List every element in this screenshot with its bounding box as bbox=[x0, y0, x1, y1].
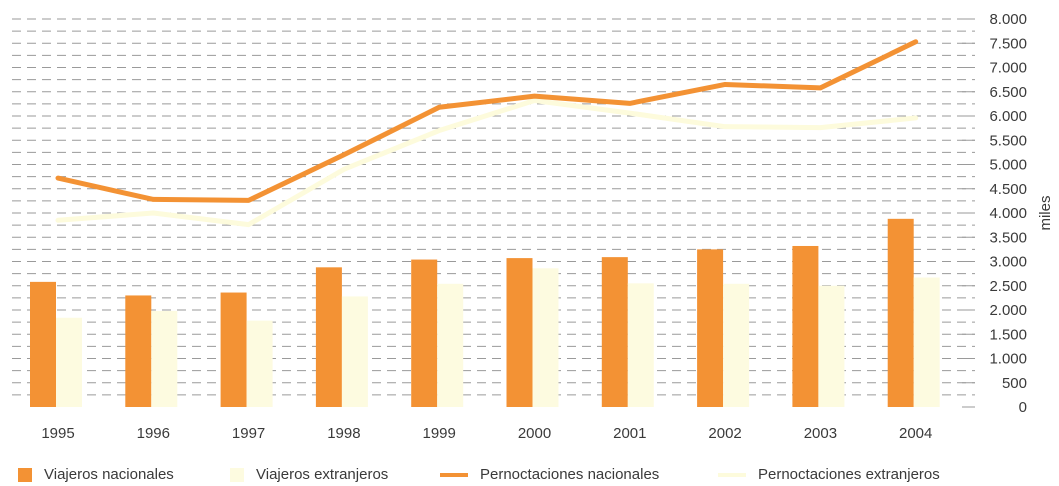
legend-swatch-pernoctaciones-nacionales bbox=[440, 472, 468, 477]
x-tick-label: 1998 bbox=[327, 425, 360, 442]
y-tick-label: 1.500 bbox=[989, 326, 1027, 343]
y-tick-label: 4.000 bbox=[989, 205, 1027, 222]
y-tick-label: 5.000 bbox=[989, 157, 1027, 174]
y-tick-label: 1.000 bbox=[989, 351, 1027, 368]
bar bbox=[246, 320, 273, 407]
legend-item-viajeros-extranjeros: Viajeros extranjeros bbox=[230, 466, 388, 483]
y-tick-label: 2.000 bbox=[989, 302, 1027, 319]
y-tick-label: 8.000 bbox=[989, 11, 1027, 28]
bar bbox=[30, 281, 56, 407]
bar bbox=[56, 317, 82, 407]
bar bbox=[887, 218, 914, 407]
bar bbox=[341, 296, 368, 407]
x-tick-label: 1997 bbox=[232, 425, 265, 442]
bar bbox=[437, 283, 464, 407]
series-line bbox=[55, 39, 919, 203]
bar bbox=[151, 310, 178, 407]
legend-label-viajeros-nacionales: Viajeros nacionales bbox=[44, 466, 174, 483]
x-tick-label: 1999 bbox=[423, 425, 456, 442]
bar bbox=[723, 283, 750, 407]
bar bbox=[913, 277, 940, 407]
bar bbox=[125, 295, 152, 407]
y-tick-label: 6.000 bbox=[989, 108, 1027, 125]
x-tick-label: 2003 bbox=[804, 425, 837, 442]
bar bbox=[315, 267, 342, 407]
series-line bbox=[55, 97, 919, 228]
legend-item-viajeros-nacionales: Viajeros nacionales bbox=[18, 466, 174, 483]
y-tick-label: 500 bbox=[1002, 375, 1027, 392]
y-tick-label: 2.500 bbox=[989, 278, 1027, 295]
legend-swatch-viajeros-nacionales bbox=[18, 467, 32, 482]
legend: Viajeros nacionales Viajeros extranjeros… bbox=[0, 466, 1059, 486]
bar bbox=[697, 249, 724, 407]
legend-label-pernoctaciones-extranjeros: Pernoctaciones extranjeros bbox=[758, 466, 940, 483]
x-tick-label: 2001 bbox=[613, 425, 646, 442]
y-tick-label: 0 bbox=[1019, 399, 1027, 416]
bar bbox=[411, 259, 438, 407]
chart-canvas: 1995 1996 1997 1998 1999 2000 2001 2002 2003 2004… bbox=[12, 11, 1054, 442]
legend-swatch-pernoctaciones-extranjeros bbox=[718, 472, 746, 477]
legend-item-pernoctaciones-nacionales: Pernoctaciones nacionales bbox=[440, 466, 659, 483]
x-tick-label: 1996 bbox=[137, 425, 170, 442]
bar bbox=[818, 285, 845, 407]
x-tick-label: 1995 bbox=[41, 425, 74, 442]
bar bbox=[532, 268, 559, 407]
y-axis-label: miles bbox=[1037, 195, 1054, 230]
bar bbox=[506, 258, 533, 407]
x-tick-label: 2000 bbox=[518, 425, 551, 442]
legend-item-pernoctaciones-extranjeros: Pernoctaciones extranjeros bbox=[718, 466, 940, 483]
y-tick-label: 3.500 bbox=[989, 229, 1027, 246]
x-tick-label: 2004 bbox=[899, 425, 932, 442]
y-tick-label: 4.500 bbox=[989, 181, 1027, 198]
legend-label-viajeros-extranjeros: Viajeros extranjeros bbox=[256, 466, 389, 483]
x-tick-label: 2002 bbox=[708, 425, 741, 442]
bar bbox=[601, 257, 628, 407]
y-tick-label: 5.500 bbox=[989, 132, 1027, 149]
y-tick-label: 6.500 bbox=[989, 84, 1027, 101]
y-tick-label: 3.000 bbox=[989, 254, 1027, 271]
bar bbox=[220, 292, 247, 407]
bar bbox=[792, 245, 819, 407]
legend-label-pernoctaciones-nacionales: Pernoctaciones nacionales bbox=[480, 466, 660, 483]
y-tick-label: 7.000 bbox=[989, 60, 1027, 77]
legend-swatch-viajeros-extranjeros bbox=[230, 467, 244, 482]
y-tick-label: 7.500 bbox=[989, 35, 1027, 52]
bar bbox=[627, 283, 654, 407]
